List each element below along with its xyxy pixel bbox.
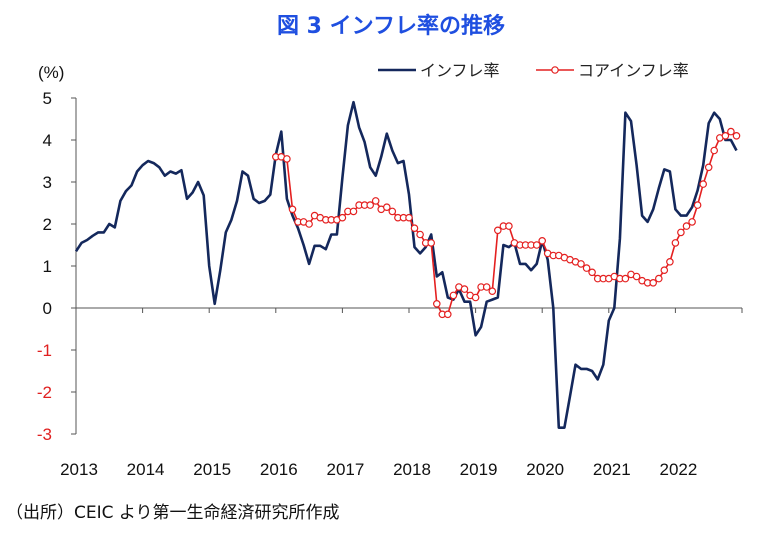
- core-inflation-point: [688, 218, 696, 226]
- core-inflation-point: [505, 222, 513, 230]
- core-inflation-point: [432, 299, 441, 308]
- x-tick-label: 2022: [659, 460, 697, 479]
- core-inflation-point: [621, 274, 630, 283]
- core-inflation-point: [727, 127, 735, 136]
- x-tick-label: 2013: [60, 460, 98, 479]
- core-inflation-point: [693, 201, 702, 209]
- core-inflation-point: [443, 310, 452, 319]
- core-inflation-point: [588, 268, 596, 277]
- legend-marker-core: [551, 66, 559, 74]
- source-note: （出所）CEIC より第一生命経済研究所作成: [6, 503, 340, 523]
- core-inflation-point: [488, 287, 497, 296]
- y-tick-label: 1: [43, 257, 52, 276]
- y-tick-label: 3: [43, 173, 52, 192]
- core-inflation-point: [732, 132, 741, 140]
- core-inflation-point: [416, 230, 424, 239]
- chart-title: 図 3 インフレ率の推移: [277, 14, 505, 39]
- core-inflation-point: [710, 146, 719, 155]
- core-inflation-point: [338, 213, 347, 222]
- legend: インフレ率 コアインフレ率: [378, 61, 689, 80]
- x-tick-label: 2020: [526, 460, 564, 479]
- x-tick-label: 2018: [393, 460, 431, 479]
- core-inflation-point: [371, 197, 380, 205]
- core-inflation-point: [388, 207, 397, 216]
- x-tick-label: 2016: [260, 460, 298, 479]
- core-inflation-point: [405, 213, 413, 222]
- x-tick-label: 2019: [460, 460, 498, 479]
- y-unit-label: (%): [38, 63, 64, 82]
- core-inflation-point: [654, 274, 663, 283]
- legend-label-core: コアインフレ率: [578, 61, 689, 80]
- series-layer: [74, 100, 741, 430]
- core-inflation-point: [666, 257, 674, 266]
- x-tick-label: 2021: [593, 460, 631, 479]
- inflation-line: [74, 100, 738, 430]
- core-inflation-point: [577, 260, 585, 268]
- core-inflation-point: [471, 293, 480, 302]
- core-inflation-point: [493, 226, 502, 235]
- core-inflation-point: [349, 207, 358, 216]
- core-inflation-point: [283, 155, 291, 163]
- core-inflation-point: [671, 239, 680, 247]
- core-inflation-point: [460, 285, 469, 293]
- legend-label-inflation: インフレ率: [420, 61, 500, 80]
- core-inflation-point: [582, 264, 591, 272]
- y-tick-label: 5: [43, 89, 52, 108]
- core-inflation-point: [660, 266, 669, 275]
- x-tick-label: 2014: [127, 460, 165, 479]
- core-inflation-point: [366, 201, 375, 209]
- core-inflation-point: [449, 291, 458, 300]
- core-inflation-point: [721, 132, 730, 140]
- core-inflation-point: [305, 220, 313, 228]
- axes: (%) 5 4 3 2 1 0 -1 -2 -3 2013 2014 2015 2016 2017 2018 2…: [37, 63, 743, 479]
- core-inflation-point: [538, 237, 547, 245]
- core-inflation-point: [532, 241, 541, 249]
- core-inflation-point: [699, 180, 708, 188]
- core-inflation-point: [632, 272, 641, 281]
- x-tick-label: 2015: [193, 460, 231, 479]
- y-tick-label: -1: [37, 341, 52, 360]
- core-inflation-point: [382, 203, 391, 212]
- core-inflation-point: [677, 228, 685, 237]
- y-tick-label: -3: [37, 425, 52, 444]
- x-tick-label: 2017: [326, 460, 364, 479]
- core-inflation-point: [704, 163, 713, 172]
- y-tick-label: 0: [43, 299, 52, 318]
- core-inflation-point: [649, 278, 658, 287]
- y-tick-label: -2: [37, 383, 52, 402]
- core-inflation-point: [427, 239, 436, 247]
- core-inflation-point: [288, 205, 297, 214]
- y-tick-label: 2: [43, 215, 52, 234]
- core-inflation-point: [682, 222, 691, 230]
- core-inflation-point: [410, 224, 419, 233]
- y-tick-label: 4: [43, 131, 52, 150]
- core-inflation-point: [482, 283, 491, 291]
